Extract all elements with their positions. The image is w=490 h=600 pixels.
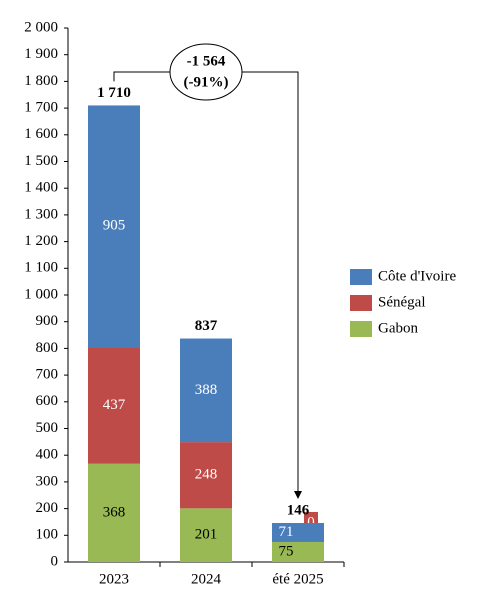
y-tick-label: 700	[36, 367, 59, 383]
y-tick-label: 600	[36, 393, 59, 409]
y-tick-label: 900	[36, 313, 59, 329]
value-label: 437	[103, 397, 126, 413]
legend-label: Gabon	[378, 320, 418, 336]
y-tick-label: 100	[36, 527, 59, 543]
value-label: 388	[195, 382, 218, 398]
value-label: 905	[103, 218, 126, 234]
y-tick-label: 1 100	[24, 260, 58, 276]
annotation-change: -1 564	[187, 53, 226, 69]
annotation-percent: (-91%)	[184, 74, 229, 90]
total-label: 1 710	[97, 85, 131, 101]
y-tick-label: 1 900	[24, 46, 58, 62]
value-label: 71	[279, 524, 294, 540]
y-tick-label: 0	[51, 553, 59, 569]
bar-segment	[88, 463, 140, 562]
bar-segment	[180, 338, 232, 443]
bar-segment	[180, 508, 232, 562]
x-tick-label: été 2025	[272, 571, 323, 587]
bar-segment	[88, 105, 140, 348]
bar-segment	[272, 523, 324, 542]
y-tick-label: 1 600	[24, 126, 58, 142]
legend-label: Côte d'Ivoire	[378, 268, 456, 284]
value-label: 0	[307, 514, 315, 530]
value-label: 75	[279, 543, 294, 559]
bar-segment	[180, 442, 232, 509]
value-label: 201	[195, 527, 218, 543]
annotation-arrow	[294, 491, 302, 500]
y-tick-label: 800	[36, 340, 59, 356]
bar-segment	[272, 541, 324, 562]
y-tick-label: 2 000	[24, 19, 58, 35]
total-label: 146	[287, 502, 310, 518]
value-label: 368	[103, 504, 126, 520]
value-label: 248	[195, 467, 218, 483]
y-tick-label: 1 200	[24, 233, 58, 249]
y-tick-label: 200	[36, 500, 59, 516]
legend-swatch	[350, 295, 372, 311]
legend-swatch	[350, 269, 372, 285]
y-tick-label: 1 000	[24, 286, 58, 302]
legend-swatch	[350, 321, 372, 337]
y-tick-label: 500	[36, 420, 59, 436]
bar-segment	[88, 347, 140, 464]
y-tick-label: 1 400	[24, 180, 58, 196]
y-tick-label: 1 800	[24, 73, 58, 89]
total-label: 837	[195, 318, 218, 334]
y-tick-label: 400	[36, 447, 59, 463]
y-tick-label: 1 700	[24, 100, 58, 116]
annotation-bubble	[169, 43, 243, 101]
x-tick-label: 2023	[99, 571, 129, 587]
y-tick-label: 300	[36, 473, 59, 489]
x-tick-label: 2024	[191, 571, 222, 587]
legend-label: Sénégal	[378, 294, 425, 310]
y-tick-label: 1 300	[24, 206, 58, 222]
y-tick-label: 1 500	[24, 153, 58, 169]
